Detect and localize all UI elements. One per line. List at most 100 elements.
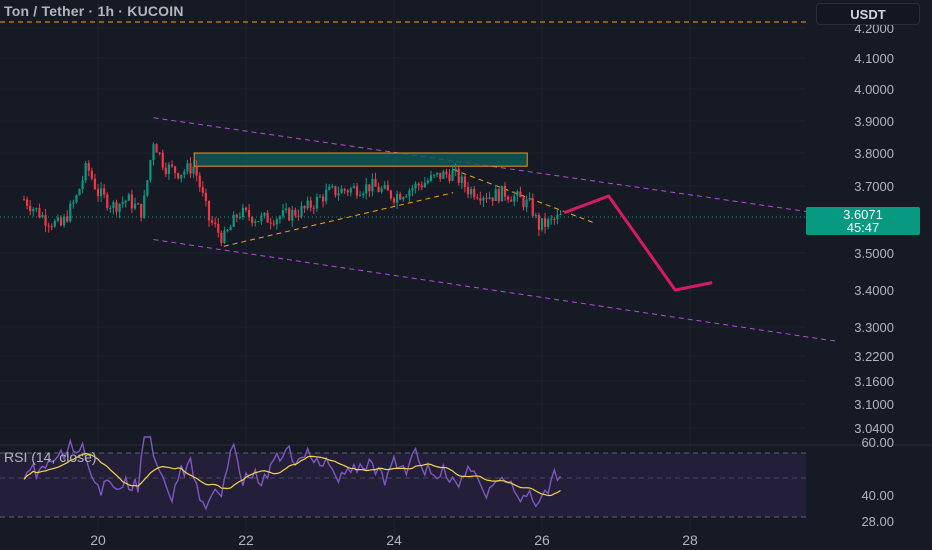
candle-body: [423, 182, 426, 188]
candle-body: [519, 191, 522, 198]
candle-body: [405, 196, 408, 198]
candle-body: [69, 203, 72, 222]
candle-body: [146, 180, 149, 196]
candle-body: [143, 195, 146, 218]
candle-body: [365, 184, 368, 194]
price-tick-label: 3.3000: [854, 320, 894, 335]
candle-body: [389, 190, 393, 199]
candle-body: [232, 214, 235, 227]
candle-body: [315, 196, 319, 209]
candle-body: [531, 198, 534, 216]
channel-upper-line: [153, 117, 839, 217]
candle-body: [53, 220, 56, 227]
candle-body: [130, 194, 134, 209]
candle-body: [22, 199, 26, 201]
rsi-line: [23, 436, 562, 511]
candle-body: [170, 164, 174, 167]
candle-body: [62, 216, 66, 226]
candle-body: [41, 215, 44, 218]
time-axis[interactable]: 20 22 24 26 28: [90, 532, 698, 548]
price-axis[interactable]: 4.20004.10004.00003.90003.80003.70003.50…: [854, 21, 894, 436]
candle-body: [90, 170, 93, 179]
projection-arrow: [563, 194, 713, 292]
candle-body: [337, 193, 340, 196]
candle-body: [334, 186, 337, 196]
candle-body: [78, 188, 81, 196]
candle-body: [254, 221, 257, 224]
candle-body: [399, 194, 402, 200]
candle-body: [192, 166, 195, 174]
candle-body: [537, 214, 541, 230]
candle-body: [106, 194, 109, 209]
candle-body: [429, 175, 433, 181]
candle-body: [355, 186, 359, 196]
candle-body: [278, 216, 282, 220]
candle-body: [59, 217, 63, 226]
candle-body: [87, 163, 90, 171]
candle-body: [411, 188, 414, 191]
bar-countdown: 45:47: [846, 220, 880, 235]
candle-body: [479, 198, 482, 201]
time-tick-label: 28: [682, 532, 698, 548]
candle-body: [343, 188, 346, 191]
last-price-badge: 3.6071 45:47: [806, 207, 920, 235]
candle-body: [534, 214, 537, 216]
candle-body: [371, 178, 374, 192]
candle-body: [204, 192, 208, 201]
candle-body: [460, 176, 463, 184]
candle-body: [195, 166, 198, 176]
candle-body: [340, 188, 343, 194]
candle-body: [485, 197, 488, 199]
time-tick-label: 26: [534, 532, 550, 548]
wedge-support-line: [223, 192, 454, 247]
candle-body: [408, 190, 411, 197]
candle-body: [93, 178, 97, 190]
candle-body: [251, 217, 254, 224]
candles: [22, 142, 562, 247]
candle-body: [436, 172, 439, 175]
candle-body: [81, 180, 84, 189]
time-tick-label: 24: [386, 532, 402, 548]
price-tick-label: 3.0400: [854, 421, 894, 436]
candle-body: [56, 217, 60, 221]
candle-body: [220, 232, 223, 243]
candle-body: [414, 183, 417, 189]
candle-body: [300, 206, 303, 217]
candle-body: [500, 185, 504, 202]
candle-body: [207, 200, 211, 221]
candle-body: [284, 208, 288, 211]
candle-body: [331, 186, 334, 188]
candle-body: [238, 217, 241, 219]
candle-body: [380, 188, 383, 192]
channel-lower-line: [153, 239, 839, 342]
candle-body: [358, 195, 362, 197]
chart-title: Ton / Tether · 1h · KUCOIN: [4, 3, 184, 19]
candle-body: [288, 208, 291, 221]
candle-body: [442, 171, 445, 179]
candle-body: [346, 190, 349, 193]
candle-body: [241, 207, 245, 218]
candle-body: [445, 171, 448, 175]
candle-body: [463, 176, 467, 188]
rsi-tick-label: 28.00: [861, 514, 894, 529]
candle-body: [448, 174, 451, 181]
candle-body: [328, 186, 331, 190]
candle-body: [420, 185, 423, 188]
candle-body: [368, 184, 371, 192]
candle-body: [306, 200, 309, 209]
candle-body: [266, 212, 269, 223]
candle-body: [25, 199, 29, 206]
candle-body: [152, 144, 155, 161]
price-tick-label: 4.0000: [854, 82, 894, 97]
candle-body: [201, 187, 204, 193]
candle-body: [349, 188, 352, 193]
currency-button[interactable]: USDT: [816, 3, 920, 25]
candle-body: [50, 226, 53, 228]
candle-body: [109, 208, 112, 210]
candle-body: [217, 223, 220, 233]
candle-body: [121, 202, 124, 204]
candle-body: [44, 215, 47, 226]
candle-body: [497, 189, 500, 202]
candle-body: [75, 195, 78, 203]
